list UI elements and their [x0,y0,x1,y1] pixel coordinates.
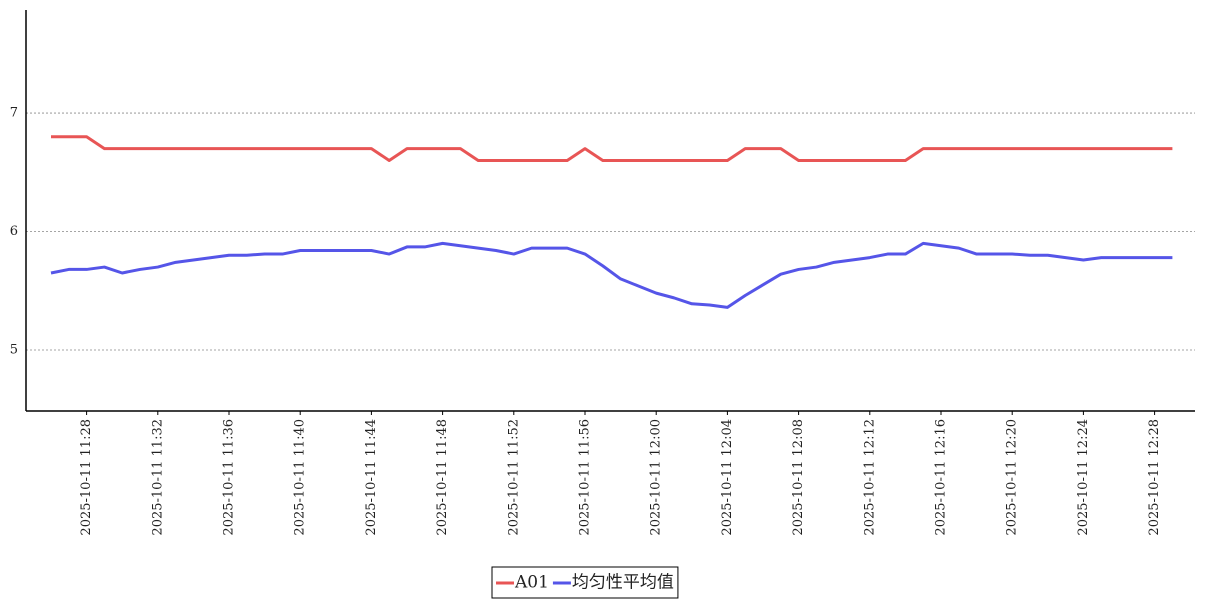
x-tick-label: 2025-10-11 11:44 [364,419,379,536]
legend: A01 均匀性平均值 [491,566,679,599]
x-tick-label: 2025-10-11 12:16 [934,419,949,536]
series-line [51,135,1173,162]
x-tick-label: 2025-10-11 12:00 [649,419,664,536]
x-tick-label: 2025-10-11 11:32 [150,419,165,536]
x-tick-label: 2025-10-11 11:52 [506,419,521,536]
legend-label: 均匀性平均值 [572,573,674,593]
x-tick-label: 2025-10-11 11:36 [222,419,237,536]
x-tick-label: 2025-10-11 11:28 [79,419,94,536]
x-tick-label: 2025-10-11 12:12 [862,419,877,536]
x-tick-label: 2025-10-11 12:20 [1005,419,1020,536]
x-tick-label: 2025-10-11 11:40 [293,419,308,536]
y-tick-label: 7 [10,106,18,121]
x-tick-label: 2025-10-11 12:04 [720,419,735,536]
x-tick-label: 2025-10-11 12:28 [1147,419,1162,536]
series-line [50,241,1173,309]
y-tick-label: 5 [10,342,18,357]
x-tick-label: 2025-10-11 11:48 [435,419,450,536]
y-tick-label: 6 [10,224,18,239]
legend-box [491,566,679,599]
legend-label: A01 [514,573,549,593]
x-tick-label: 2025-10-11 12:24 [1076,419,1091,536]
x-tick-label: 2025-10-11 12:08 [791,419,806,536]
x-tick-label: 2025-10-11 11:56 [578,419,593,536]
